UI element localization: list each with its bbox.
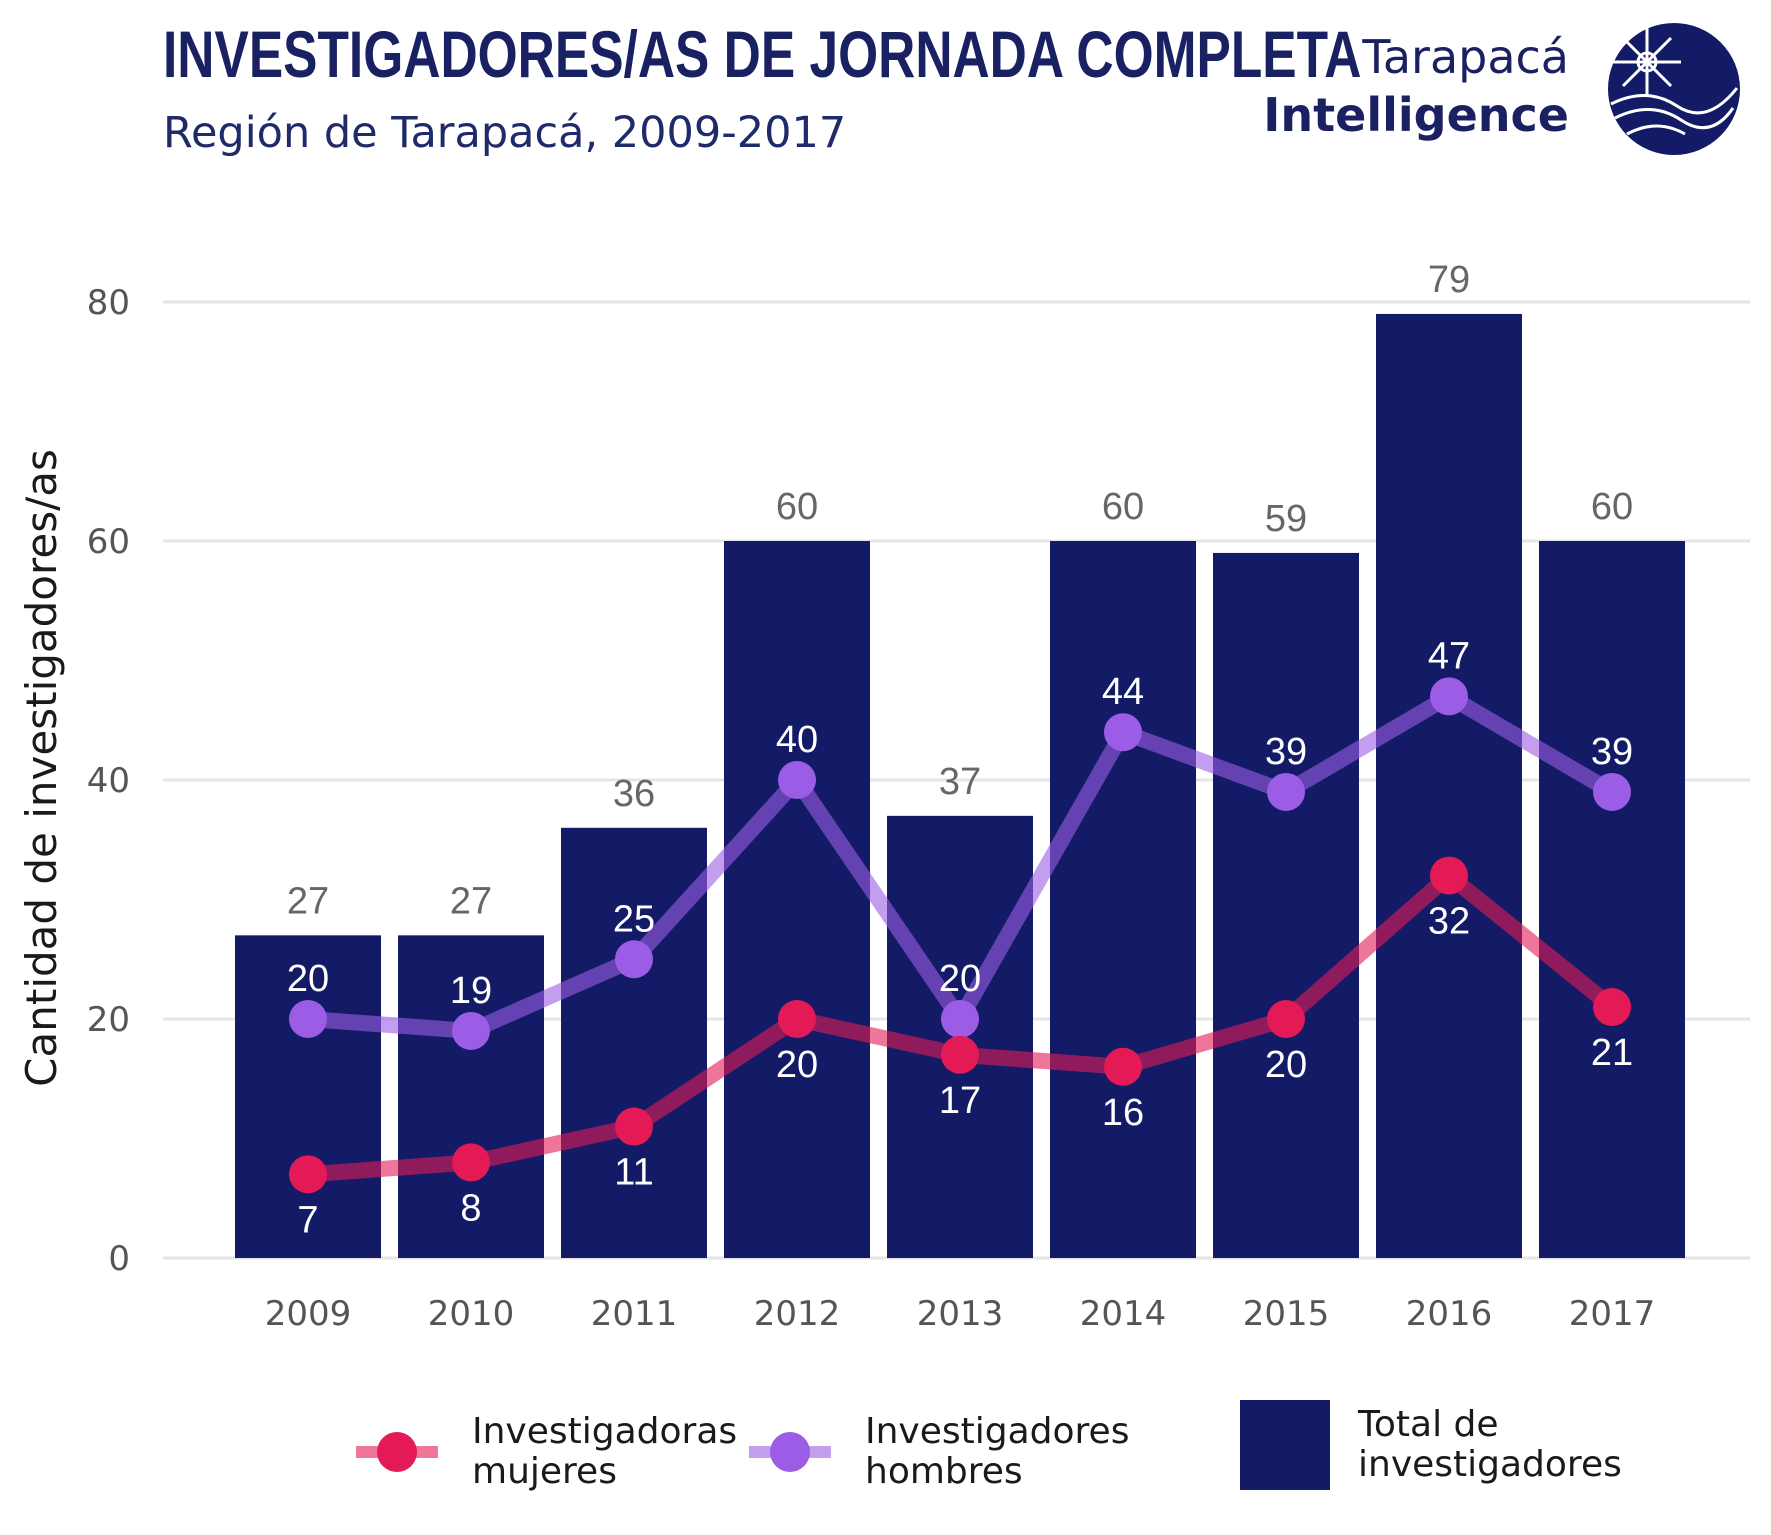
point-hombres-2014 <box>1104 713 1142 752</box>
point-label-mujeres-2010: 8 <box>460 1187 481 1229</box>
point-label-mujeres-2015: 20 <box>1265 1044 1307 1086</box>
brand-line-2: Intelligence <box>1263 88 1569 142</box>
bar-label-total-2010: 27 <box>450 880 492 922</box>
point-label-hombres-2012: 40 <box>776 719 818 761</box>
point-label-hombres-2016: 47 <box>1428 635 1470 677</box>
legend-swatch-mujeres <box>356 1432 438 1472</box>
legend-item-total: Total de investigadores <box>1240 1400 1622 1490</box>
point-mujeres-2012 <box>778 1000 816 1038</box>
bar-total-2009 <box>235 935 381 1258</box>
bar-total-2015 <box>1213 552 1359 1258</box>
bar-label-total-2011: 36 <box>613 773 655 815</box>
y-tick-label-0: 0 <box>108 1239 130 1279</box>
x-tick-label-2016: 2016 <box>1406 1294 1493 1334</box>
point-label-hombres-2010: 19 <box>450 970 492 1012</box>
bar-total-2016 <box>1376 313 1522 1258</box>
point-hombres-2012 <box>778 761 816 799</box>
point-mujeres-2014 <box>1104 1047 1142 1086</box>
point-mujeres-2011 <box>615 1107 653 1146</box>
bar-label-total-2014: 60 <box>1102 486 1144 528</box>
point-mujeres-2017 <box>1593 988 1631 1027</box>
point-label-mujeres-2011: 11 <box>614 1152 653 1194</box>
y-tick-label-60: 60 <box>87 522 130 562</box>
legend-label-hombres: Investigadores hombres <box>865 1411 1130 1492</box>
x-tick-label-2012: 2012 <box>754 1294 841 1334</box>
x-tick-label-2011: 2011 <box>591 1294 678 1334</box>
y-tick-label-40: 40 <box>87 761 130 801</box>
chart-subtitle: Región de Tarapacá, 2009-2017 <box>163 108 847 158</box>
legend: Investigadoras mujeres Investigadores ho… <box>0 1400 1771 1510</box>
point-mujeres-2009 <box>289 1155 327 1194</box>
bar-label-total-2012: 60 <box>776 486 818 528</box>
y-tick-label-20: 20 <box>87 1000 130 1040</box>
x-tick-label-2017: 2017 <box>1569 1294 1656 1334</box>
y-tick-label-80: 80 <box>87 283 130 323</box>
legend-label-total: Total de investigadores <box>1358 1404 1622 1485</box>
bar-label-total-2015: 59 <box>1265 498 1307 540</box>
point-hombres-2013 <box>941 1000 979 1038</box>
point-hombres-2017 <box>1593 772 1631 811</box>
point-hombres-2009 <box>289 1000 327 1038</box>
point-label-mujeres-2013: 17 <box>939 1080 981 1122</box>
bar-total-2012 <box>724 541 870 1258</box>
point-label-hombres-2017: 39 <box>1591 731 1633 773</box>
x-tick-label-2009: 2009 <box>265 1294 352 1334</box>
point-mujeres-2015 <box>1267 1000 1305 1038</box>
bar-label-total-2017: 60 <box>1591 486 1633 528</box>
x-tick-label-2014: 2014 <box>1080 1294 1167 1334</box>
point-label-hombres-2009: 20 <box>287 958 329 1000</box>
legend-swatch-total <box>1240 1400 1330 1490</box>
point-label-mujeres-2012: 20 <box>776 1044 818 1086</box>
brand-wordmark: Tarapacá Intelligence <box>1263 28 1569 144</box>
bar-total-2017 <box>1539 541 1685 1258</box>
point-label-mujeres-2016: 32 <box>1428 901 1470 943</box>
bar-total-2014 <box>1050 541 1196 1258</box>
point-label-mujeres-2009: 7 <box>297 1199 318 1241</box>
bar-label-total-2013: 37 <box>939 761 981 803</box>
y-axis-label: Cantidad de investigadores/as <box>17 449 66 1087</box>
legend-item-hombres: Investigadores hombres <box>749 1412 1129 1492</box>
legend-item-mujeres: Investigadoras mujeres <box>356 1412 737 1492</box>
point-label-hombres-2013: 20 <box>939 958 981 1000</box>
point-label-hombres-2014: 44 <box>1102 671 1144 713</box>
x-tick-label-2015: 2015 <box>1243 1294 1330 1334</box>
point-hombres-2015 <box>1267 772 1305 811</box>
bar-total-2010 <box>398 935 544 1258</box>
globe-compass-logo-icon <box>1608 23 1740 155</box>
point-mujeres-2010 <box>452 1143 490 1182</box>
legend-swatch-hombres <box>749 1432 831 1472</box>
point-label-mujeres-2014: 16 <box>1102 1092 1144 1134</box>
point-label-hombres-2015: 39 <box>1265 731 1307 773</box>
point-hombres-2016 <box>1430 677 1468 716</box>
bar-label-total-2016: 79 <box>1428 259 1470 301</box>
x-tick-label-2010: 2010 <box>428 1294 515 1334</box>
point-mujeres-2013 <box>941 1035 979 1074</box>
point-label-hombres-2011: 25 <box>613 898 655 940</box>
brand-line-1: Tarapacá <box>1362 30 1569 84</box>
legend-label-mujeres: Investigadoras mujeres <box>472 1411 738 1492</box>
x-tick-label-2013: 2013 <box>917 1294 1004 1334</box>
point-mujeres-2016 <box>1430 856 1468 895</box>
chart-title: INVESTIGADORES/AS DE JORNADA COMPLETA <box>163 17 1362 91</box>
point-hombres-2011 <box>615 940 653 979</box>
point-label-mujeres-2017: 21 <box>1591 1032 1633 1074</box>
bar-label-total-2009: 27 <box>287 880 329 922</box>
point-hombres-2010 <box>452 1011 490 1050</box>
